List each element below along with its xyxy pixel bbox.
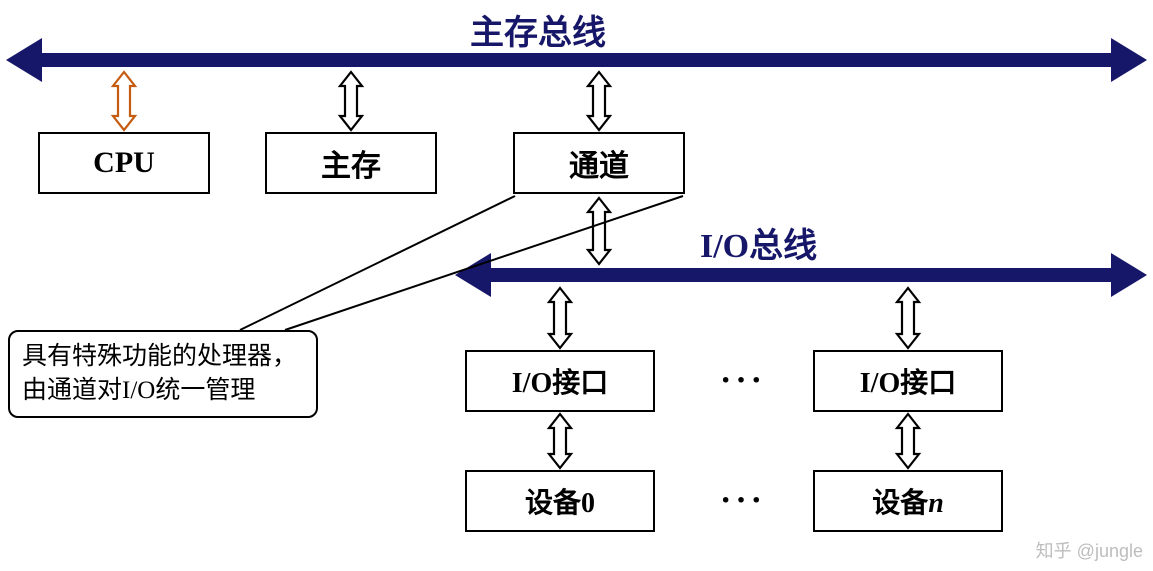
- callout-leader-1: [285, 196, 683, 330]
- devn-arrow: [897, 414, 919, 468]
- ellipsis-interfaces: ···: [720, 362, 766, 400]
- device-0-box: 设备0: [465, 470, 655, 532]
- channel-box: 通道: [513, 132, 685, 194]
- ioifn-bus-arrow: [897, 288, 919, 348]
- io-interface-n-box: I/O接口: [813, 350, 1003, 412]
- cpu-label: CPU: [93, 146, 155, 180]
- callout-line2: 由通道对I/O统一管理: [22, 377, 255, 404]
- cpu-bus-arrow: [113, 72, 135, 130]
- device-n-label: 设备n: [872, 481, 944, 521]
- channel-bus-arrow: [588, 72, 610, 130]
- io-interface-0-label: I/O接口: [512, 361, 608, 401]
- mem-box: 主存: [265, 132, 437, 194]
- io-interface-0-box: I/O接口: [465, 350, 655, 412]
- main-bus-bar: [6, 38, 1147, 82]
- channel-io-arrow: [588, 198, 610, 264]
- io-interface-n-label: I/O接口: [860, 361, 956, 401]
- ellipsis-devices: ···: [720, 482, 766, 520]
- channel-callout: 具有特殊功能的处理器， 由通道对I/O统一管理: [8, 330, 318, 418]
- mem-label: 主存: [321, 141, 381, 185]
- device-0-label: 设备0: [525, 481, 595, 521]
- dev0-arrow: [549, 414, 571, 468]
- channel-label: 通道: [569, 141, 629, 185]
- device-n-box: 设备n: [813, 470, 1003, 532]
- cpu-box: CPU: [38, 132, 210, 194]
- callout-leader-0: [240, 196, 515, 330]
- callout-line1: 具有特殊功能的处理器，: [22, 343, 297, 370]
- ioif0-bus-arrow: [549, 288, 571, 348]
- watermark-text: 知乎 @jungle: [1036, 537, 1143, 563]
- mem-bus-arrow: [340, 72, 362, 130]
